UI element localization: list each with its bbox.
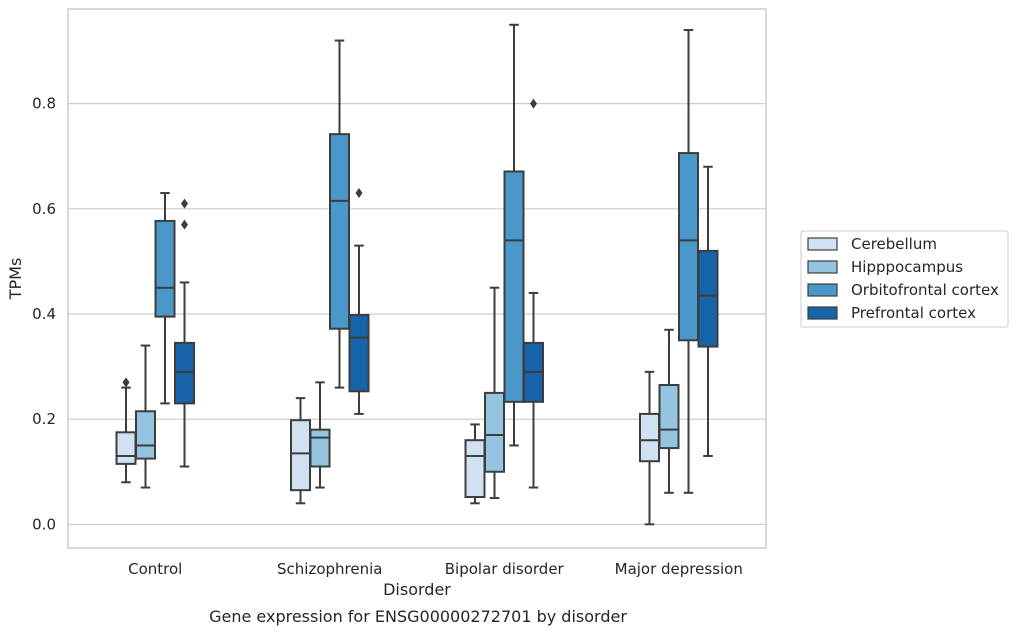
y-tick-label: 0.0 xyxy=(32,515,56,533)
legend-swatch xyxy=(807,283,838,297)
legend-item-prefrontal-cortex: Prefrontal cortex xyxy=(807,304,976,322)
box-iqr xyxy=(503,170,525,403)
box-iqr xyxy=(697,249,719,348)
outlier-point xyxy=(355,188,363,199)
box-iqr xyxy=(464,439,486,498)
box-hipppocampus-bipolar-disorder xyxy=(484,286,505,500)
box-hipppocampus-control xyxy=(135,344,156,489)
x-tick-label: Schizophrenia xyxy=(277,560,382,578)
legend-label: Orbitofrontal cortex xyxy=(851,281,999,299)
legend-item-orbitofrontal-cortex: Orbitofrontal cortex xyxy=(807,281,999,299)
box-hipppocampus-major-depression xyxy=(658,328,680,494)
box-iqr xyxy=(329,133,350,330)
box-iqr xyxy=(678,152,699,342)
legend-label: Cerebellum xyxy=(851,235,937,253)
y-tick-label: 0.6 xyxy=(32,200,56,218)
y-tick-label: 0.8 xyxy=(32,95,56,113)
y-tick-label: 0.2 xyxy=(32,410,56,428)
y-tick-label: 0.4 xyxy=(32,305,56,323)
x-axis-label: Disorder xyxy=(383,580,451,599)
box-cerebellum-bipolar-disorder xyxy=(464,423,486,505)
x-tick-labels: Control Schizophrenia Bipolar disorder Majo… xyxy=(128,560,743,578)
x-tick-label: Major depression xyxy=(615,560,743,578)
box-hipppocampus-schizophrenia xyxy=(309,381,331,489)
box-iqr xyxy=(115,431,137,465)
box-iqr xyxy=(174,341,195,405)
box-orbitofrontal-cortex-control xyxy=(154,192,176,405)
legend-label: Hipppocampus xyxy=(851,258,963,276)
box-cerebellum-control xyxy=(115,377,137,484)
chart-caption: Gene expression for ENSG00000272701 by d… xyxy=(209,607,627,626)
box-prefrontal-cortex-bipolar-disorder xyxy=(523,98,544,489)
outlier-point xyxy=(181,219,188,230)
box-iqr xyxy=(639,412,660,463)
legend-frame xyxy=(800,230,1009,328)
x-tick-label: Bipolar disorder xyxy=(445,560,565,578)
box-orbitofrontal-cortex-major-depression xyxy=(678,29,699,494)
box-orbitofrontal-cortex-bipolar-disorder xyxy=(503,23,525,447)
outlier-point xyxy=(530,98,537,109)
box-prefrontal-cortex-major-depression xyxy=(697,165,719,457)
boxes xyxy=(115,23,719,526)
plot-frame xyxy=(67,8,767,549)
box-iqr xyxy=(290,419,311,492)
box-prefrontal-cortex-schizophrenia xyxy=(348,188,370,415)
legend-swatch xyxy=(807,237,838,251)
legend: Cerebellum Hipppocampus Orbitofrontal cort… xyxy=(800,230,1009,328)
outlier-point xyxy=(122,377,130,388)
box-iqr xyxy=(309,428,331,468)
box-iqr xyxy=(154,219,176,318)
legend-swatch xyxy=(807,306,838,320)
box-prefrontal-cortex-control xyxy=(174,198,195,468)
box-iqr xyxy=(135,410,156,460)
legend-item-cerebellum: Cerebellum xyxy=(807,235,937,253)
box-iqr xyxy=(658,383,680,450)
x-tick-label: Control xyxy=(128,560,182,578)
box-cerebellum-major-depression xyxy=(639,370,660,526)
y-tick-labels: 0.0 0.2 0.4 0.6 0.8 xyxy=(32,95,56,534)
legend-swatch xyxy=(807,260,838,274)
legend-label: Prefrontal cortex xyxy=(851,304,976,322)
box-iqr xyxy=(348,314,370,393)
box-iqr xyxy=(484,391,505,473)
box-orbitofrontal-cortex-schizophrenia xyxy=(329,39,350,389)
outlier-point xyxy=(181,198,188,209)
box-cerebellum-schizophrenia xyxy=(290,397,311,505)
legend-item-hipppocampus: Hipppocampus xyxy=(807,258,963,276)
y-axis-label: TPMs xyxy=(6,258,25,301)
